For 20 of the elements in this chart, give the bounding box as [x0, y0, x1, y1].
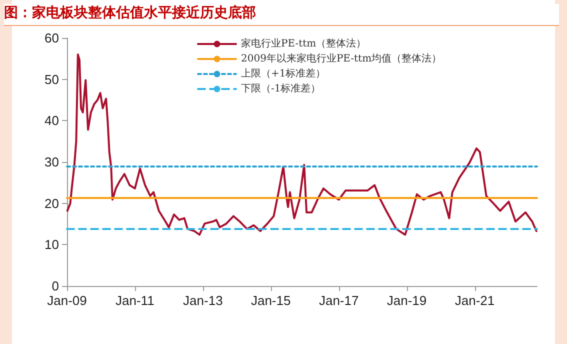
legend-label: 2009年以来家电行业PE-ttm均值（整体法） [241, 52, 442, 64]
x-tick-label: Jan-11 [116, 293, 154, 308]
y-tick-label: 0 [52, 278, 59, 294]
legend-label: 家电行业PE-ttm（整体法） [241, 38, 366, 50]
y-tick-label: 50 [44, 72, 59, 87]
x-tick-label: Jan-19 [386, 293, 427, 308]
y-tick-label: 10 [44, 237, 59, 252]
y-tick-label: 60 [44, 30, 59, 46]
x-tick-label: Jan-09 [47, 293, 87, 308]
legend-label: 下限（-1标准差） [241, 82, 321, 94]
x-tick-label: Jan-13 [183, 293, 223, 308]
line-series [66, 54, 538, 236]
x-tick-label: Jan-21 [454, 293, 495, 308]
chart-title: 图：家电板块整体估值水平接近历史底部 [4, 4, 559, 26]
y-tick-label: 40 [44, 113, 59, 128]
y-tick-label: 30 [44, 154, 59, 170]
y-tick-label: 20 [44, 196, 59, 211]
x-tick-label: Jan-15 [250, 293, 291, 308]
legend-label: 上限（+1标准差） [241, 68, 326, 80]
x-tick-label: Jan-17 [318, 293, 359, 308]
